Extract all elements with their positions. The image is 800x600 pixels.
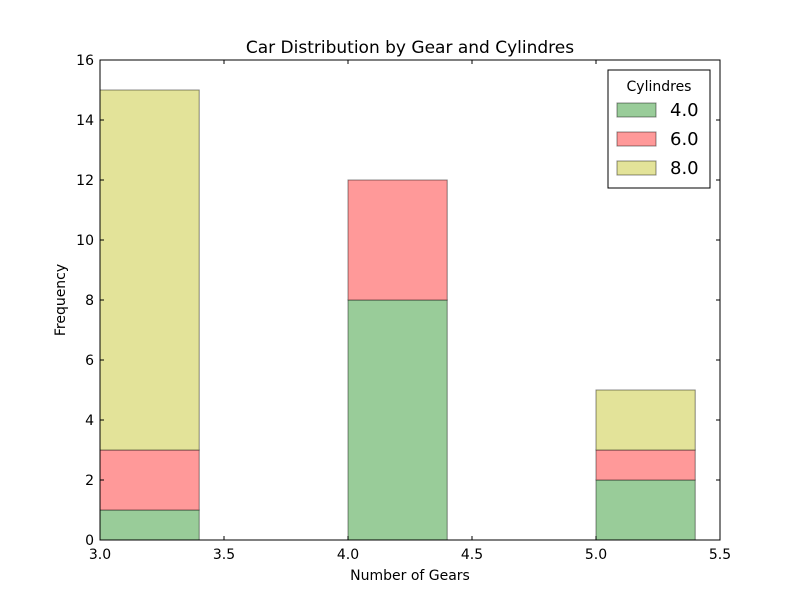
legend-label-6.0: 6.0 <box>670 129 699 150</box>
x-tick-label: 4.5 <box>461 547 483 563</box>
bar-4.0-bin-1 <box>347 299 448 541</box>
bar-8.0-bin-0 <box>99 89 200 451</box>
bar-8.0-bin-2 <box>595 389 696 451</box>
y-tick-label: 10 <box>76 233 94 249</box>
x-tick-label: 4.0 <box>337 547 359 563</box>
legend-swatch-8.0 <box>616 160 657 176</box>
bar-4.0-bin-0 <box>99 509 200 541</box>
bar-4.0-bin-2 <box>595 479 696 541</box>
x-tick-label: 3.5 <box>213 547 235 563</box>
y-axis-label: Frequency <box>53 264 69 336</box>
legend: Cylindres 4.0 6.0 8.0 <box>607 69 711 189</box>
bar-6.0-bin-1 <box>347 179 448 301</box>
axis-ticks: 3.0 3.5 4.0 4.5 5.0 5.5 0 2 4 6 8 10 12 14 16 <box>76 53 731 563</box>
x-tick-label: 5.0 <box>585 547 607 563</box>
x-tick-label: 3.0 <box>89 547 111 563</box>
y-tick-label: 0 <box>85 533 94 549</box>
y-tick-label: 2 <box>85 473 94 489</box>
legend-swatch-4.0 <box>616 102 657 118</box>
x-tick-label: 5.5 <box>709 547 731 563</box>
y-tick-label: 16 <box>76 53 94 69</box>
x-axis-label: Number of Gears <box>350 568 470 584</box>
legend-label-4.0: 4.0 <box>670 100 699 121</box>
legend-title: Cylindres <box>627 79 692 95</box>
legend-label-8.0: 8.0 <box>670 158 699 179</box>
bar-6.0-bin-0 <box>99 449 200 511</box>
y-tick-label: 14 <box>76 113 94 129</box>
chart-title: Car Distribution by Gear and Cylindres <box>246 38 574 58</box>
bars-layer <box>99 89 696 541</box>
y-tick-label: 4 <box>85 413 94 429</box>
y-tick-label: 6 <box>85 353 94 369</box>
legend-swatch-6.0 <box>616 131 657 147</box>
bar-6.0-bin-2 <box>595 449 696 481</box>
y-tick-label: 8 <box>85 293 94 309</box>
y-tick-label: 12 <box>76 173 94 189</box>
legend-items: 4.0 6.0 8.0 <box>616 100 699 179</box>
